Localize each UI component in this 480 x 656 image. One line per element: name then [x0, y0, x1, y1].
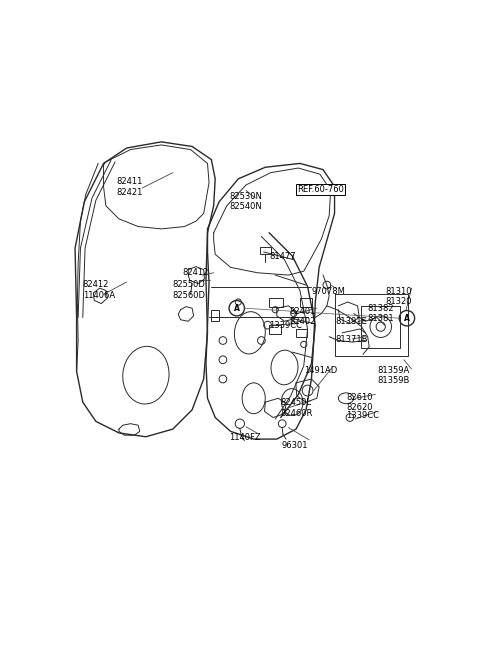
Text: REF.60-760: REF.60-760	[297, 185, 344, 194]
Text: 82450L
82460R: 82450L 82460R	[281, 398, 313, 418]
Text: A: A	[404, 314, 410, 323]
Text: 97078M: 97078M	[312, 287, 345, 296]
Text: 82550D
82560D: 82550D 82560D	[173, 281, 206, 300]
Text: 1339CC: 1339CC	[346, 411, 379, 420]
Text: 81391E: 81391E	[336, 318, 367, 327]
Text: 81359A
81359B: 81359A 81359B	[377, 366, 409, 385]
Text: 1140FZ: 1140FZ	[229, 433, 261, 442]
Text: 82412
11406A: 82412 11406A	[83, 281, 115, 300]
Text: 81310
81320: 81310 81320	[385, 287, 412, 306]
Text: 82610
82620: 82610 82620	[346, 393, 372, 412]
Text: 82412: 82412	[182, 268, 208, 277]
Text: 82530N
82540N: 82530N 82540N	[229, 192, 262, 211]
Bar	[269, 325, 281, 335]
Text: 81371B: 81371B	[336, 335, 368, 344]
Bar	[211, 310, 219, 321]
Text: 81477: 81477	[269, 252, 296, 261]
Text: 96301: 96301	[281, 441, 308, 449]
Text: 81382
81381: 81382 81381	[368, 304, 394, 323]
Text: 1491AD: 1491AD	[304, 366, 338, 375]
Bar	[260, 247, 271, 255]
Bar	[296, 329, 307, 337]
Text: 1339CC: 1339CC	[269, 321, 302, 330]
Bar	[269, 298, 283, 308]
Text: 82401
82402: 82401 82402	[289, 306, 315, 326]
Bar	[300, 298, 312, 308]
Text: A: A	[234, 304, 240, 313]
Text: 82411
82421: 82411 82421	[117, 177, 143, 197]
